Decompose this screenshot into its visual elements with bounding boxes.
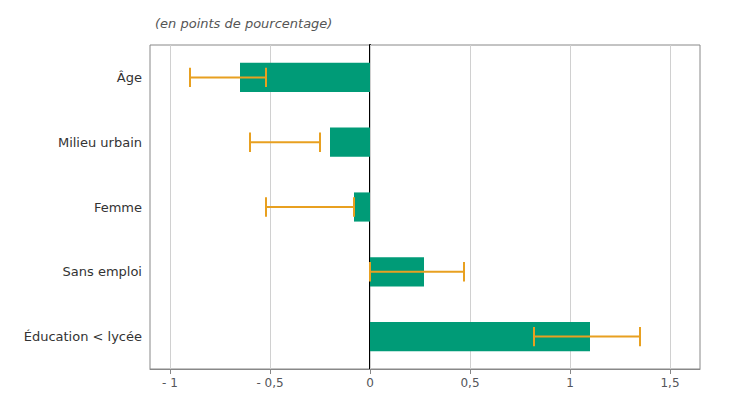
svg-text:0,5: 0,5 [460,376,479,390]
svg-text:- 1: - 1 [162,376,178,390]
svg-text:Éducation < lycée: Éducation < lycée [24,329,142,344]
svg-text:(en points de pourcentage): (en points de pourcentage) [155,16,332,31]
svg-text:Âge: Âge [117,70,142,85]
svg-text:1: 1 [566,376,574,390]
svg-text:- 0,5: - 0,5 [256,376,283,390]
svg-text:Milieu urbain: Milieu urbain [58,135,142,150]
svg-text:1,5: 1,5 [660,376,679,390]
svg-text:Sans emploi: Sans emploi [63,264,142,279]
svg-text:Femme: Femme [94,200,142,215]
svg-text:0: 0 [366,376,374,390]
